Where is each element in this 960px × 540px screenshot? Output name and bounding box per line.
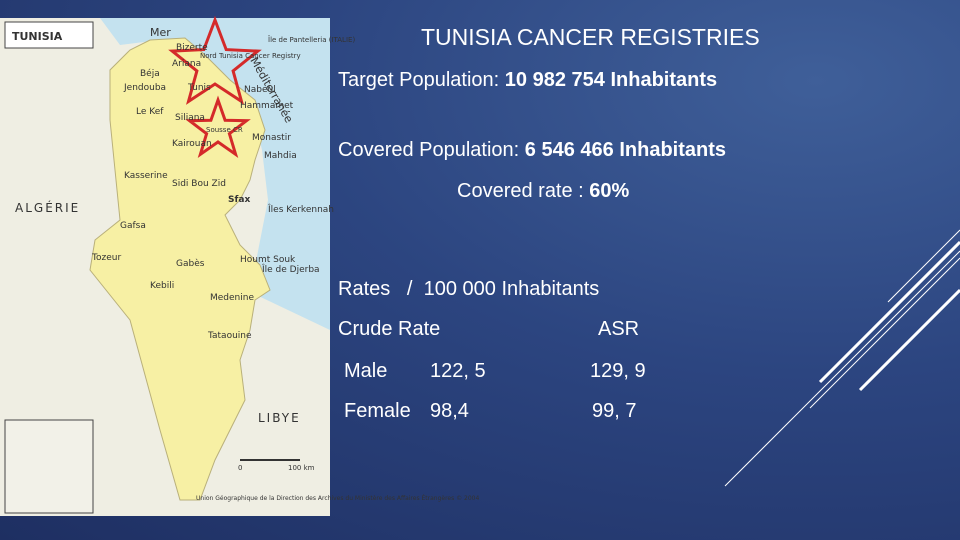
map-label: Tataouine bbox=[207, 331, 252, 341]
map-label: Monastir bbox=[252, 133, 291, 143]
map: TUNISIA ALGÉRIE LIBYE Mer Méditerranée Î… bbox=[0, 15, 480, 516]
map-label: Nord Tunisia Cancer Registry bbox=[200, 52, 301, 60]
map-label: Gafsa bbox=[120, 221, 146, 231]
map-label: Mer bbox=[150, 26, 171, 39]
map-label: Houmt Souk bbox=[240, 255, 296, 265]
fact-label: Covered Population: bbox=[338, 139, 520, 161]
map-label: Mahdia bbox=[264, 151, 297, 161]
map-label: Nabeul bbox=[244, 85, 276, 95]
fact: Target Population: 10 982 754 Inhabitant… bbox=[338, 69, 717, 92]
map-label: Hammamet bbox=[240, 101, 294, 111]
map-label: Kebili bbox=[150, 281, 174, 291]
column-header: Crude Rate bbox=[338, 318, 441, 340]
fact-value: 10 982 754 Inhabitants bbox=[504, 69, 718, 91]
map-label: Tozeur bbox=[91, 253, 121, 263]
map-label: Siliana bbox=[175, 113, 205, 123]
map-label: Île de Djerba bbox=[261, 263, 320, 275]
fact-label: Target Population: bbox=[338, 69, 500, 91]
map-label: 0 bbox=[238, 464, 242, 472]
map-label: Kairouan bbox=[172, 139, 212, 149]
fact: Covered rate : 60% bbox=[457, 180, 629, 203]
map-label: Jendouba bbox=[123, 83, 166, 93]
cell: 129, 9 bbox=[590, 360, 646, 382]
city-labels: Bizerte Béja Jendouba Le Kef Ariana Tuni… bbox=[91, 43, 480, 502]
map-label: Sousse CR bbox=[206, 126, 243, 134]
map-label: Île de Pantelleria (ITALIE) bbox=[268, 35, 355, 44]
map-label: Tunis bbox=[187, 83, 211, 93]
fact-value: 60% bbox=[589, 180, 630, 202]
map-label: Bizerte bbox=[176, 43, 208, 53]
map-label: Kasserine bbox=[124, 171, 168, 181]
row-label: Female bbox=[344, 400, 411, 422]
row-label: Male bbox=[344, 360, 388, 382]
map-label: Medenine bbox=[210, 293, 254, 303]
fact: Covered Population: 6 546 466 Inhabitant… bbox=[338, 139, 726, 162]
decor-lines bbox=[724, 229, 960, 487]
fact-label: Covered rate : bbox=[457, 180, 584, 202]
map-label: Sidi Bou Zid bbox=[172, 179, 226, 189]
map-label: Îles Kerkennah bbox=[267, 203, 334, 215]
map-label: Gabès bbox=[176, 258, 205, 269]
cell: 99, 7 bbox=[592, 400, 637, 422]
map-label: Le Kef bbox=[136, 107, 164, 117]
map-label: LIBYE bbox=[258, 411, 301, 425]
column-header: ASR bbox=[598, 318, 640, 340]
map-label: Béja bbox=[140, 68, 160, 79]
rates-heading: Rates / 100 000 Inhabitants bbox=[338, 278, 600, 300]
title: TUNISIA CANCER REGISTRIES bbox=[421, 24, 760, 50]
cell: 98,4 bbox=[430, 400, 469, 422]
fact-value: 6 546 466 Inhabitants bbox=[524, 139, 726, 161]
map-label: Sfax bbox=[228, 195, 250, 205]
cell: 122, 5 bbox=[430, 360, 486, 382]
map-label: TUNISIA bbox=[12, 30, 63, 43]
map-label: 100 km bbox=[288, 464, 315, 472]
map-label: Union Géographique de la Direction des A… bbox=[196, 494, 480, 502]
map-label: Ariana bbox=[172, 59, 201, 69]
map-label: ALGÉRIE bbox=[15, 200, 80, 215]
